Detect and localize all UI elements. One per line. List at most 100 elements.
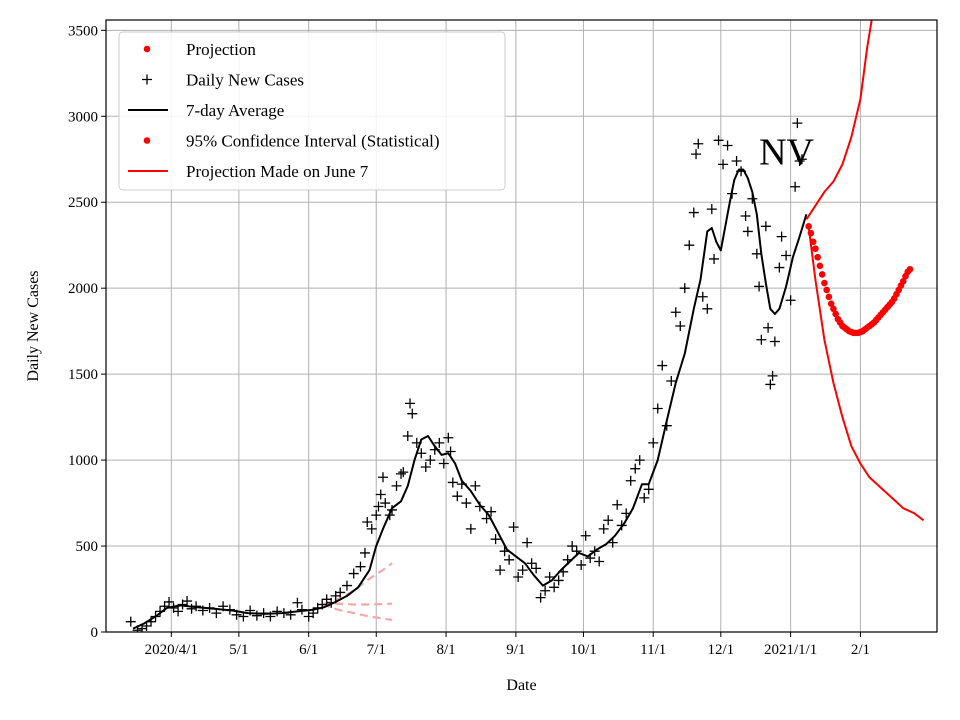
y-tick-label: 3000 (68, 109, 98, 125)
daily-case-marker (652, 403, 663, 414)
daily-case-marker (589, 546, 600, 557)
daily-case-marker (396, 468, 407, 479)
x-tick-label: 2/1 (851, 642, 870, 658)
y-tick-label: 1000 (68, 453, 98, 469)
daily-case-marker (625, 475, 636, 486)
daily-case-marker (495, 565, 506, 576)
daily-case-marker (443, 432, 454, 443)
daily-case-marker (272, 606, 283, 617)
daily-case-marker (781, 250, 792, 261)
legend-label: Projection (186, 40, 256, 59)
daily-case-marker (767, 370, 778, 381)
state-annotation: NV (759, 131, 814, 173)
daily-case-marker (504, 554, 515, 565)
daily-case-marker (774, 262, 785, 273)
x-tick-label: 8/1 (436, 642, 455, 658)
daily-case-marker (513, 571, 524, 582)
daily-case-marker (186, 603, 197, 614)
daily-case-marker (648, 437, 659, 448)
projection-point (825, 293, 833, 301)
projection-point (821, 279, 828, 287)
y-tick-label: 0 (91, 625, 99, 641)
projection-point (816, 262, 824, 270)
daily-case-marker (380, 498, 391, 509)
legend-plus-marker (142, 74, 152, 85)
y-tick-label: 500 (76, 539, 99, 555)
daily-case-marker (155, 606, 166, 617)
daily-case-marker (292, 597, 303, 608)
daily-case-marker (481, 513, 492, 524)
daily-case-marker (296, 604, 307, 615)
projection-point (906, 265, 914, 273)
series-layer (125, 20, 925, 632)
daily-case-marker (359, 547, 370, 558)
daily-case-marker (438, 458, 449, 469)
daily-case-marker (760, 221, 771, 232)
daily-case-marker (407, 408, 418, 419)
y-tick-label: 2500 (68, 195, 98, 211)
daily-case-marker (706, 204, 717, 215)
x-axis-label: Date (506, 677, 536, 694)
daily-case-marker (366, 523, 377, 534)
legend-label: 95% Confidence Interval (Statistical) (186, 132, 440, 151)
daily-case-marker (125, 616, 136, 627)
daily-case-marker (785, 295, 796, 306)
daily-case-marker (697, 291, 708, 302)
daily-case-marker (391, 480, 402, 491)
daily-case-marker (709, 253, 720, 264)
daily-case-marker (362, 516, 373, 527)
projection-point (823, 286, 830, 294)
projection-made-on-june-7-line (322, 602, 393, 606)
daily-case-marker (562, 554, 573, 565)
daily-case-marker (387, 504, 398, 515)
daily-case-marker (691, 149, 702, 160)
daily-case-marker (558, 566, 569, 577)
daily-case-marker (470, 480, 481, 491)
daily-case-marker (763, 322, 774, 333)
daily-case-marker (499, 546, 510, 557)
legend-box (118, 31, 506, 191)
legend-label: Daily New Cases (186, 71, 304, 90)
daily-case-marker (211, 608, 222, 619)
plot-area (125, 20, 925, 632)
daily-case-marker (549, 582, 560, 593)
daily-case-marker (594, 556, 605, 567)
daily-case-marker (675, 321, 686, 331)
daily-case-marker (754, 281, 765, 292)
projection-point (830, 305, 837, 313)
daily-case-marker (531, 563, 542, 574)
daily-case-marker (567, 541, 578, 552)
daily-case-marker (204, 602, 215, 613)
daily-case-marker (693, 138, 704, 149)
daily-case-marker (576, 559, 587, 570)
daily-case-marker (598, 523, 609, 534)
daily-case-marker (326, 597, 337, 608)
projection-point (809, 238, 817, 246)
daily-case-marker (197, 605, 208, 616)
daily-case-marker (769, 336, 780, 347)
daily-case-marker (679, 283, 690, 294)
daily-case-marker (384, 510, 395, 521)
daily-case-marker (141, 620, 152, 631)
projection-point (812, 245, 819, 252)
legend-dot-marker (143, 137, 151, 144)
daily-case-marker (607, 537, 618, 548)
daily-case-marker (790, 181, 801, 192)
daily-case-marker (742, 226, 753, 237)
daily-case-marker (231, 609, 242, 620)
daily-case-marker (486, 506, 497, 517)
daily-case-marker (713, 135, 724, 146)
daily-case-marker (474, 501, 485, 512)
daily-case-marker (434, 437, 445, 448)
y-tick-label: 3500 (68, 23, 98, 39)
daily-case-marker (688, 207, 699, 218)
daily-case-marker (465, 523, 476, 534)
daily-case-marker (173, 606, 184, 617)
daily-case-marker (445, 446, 456, 457)
x-tick-label: 9/1 (506, 642, 525, 658)
projection-point (807, 229, 815, 237)
daily-case-marker (634, 455, 645, 466)
daily-case-marker (571, 546, 582, 557)
daily-case-marker (218, 601, 229, 612)
